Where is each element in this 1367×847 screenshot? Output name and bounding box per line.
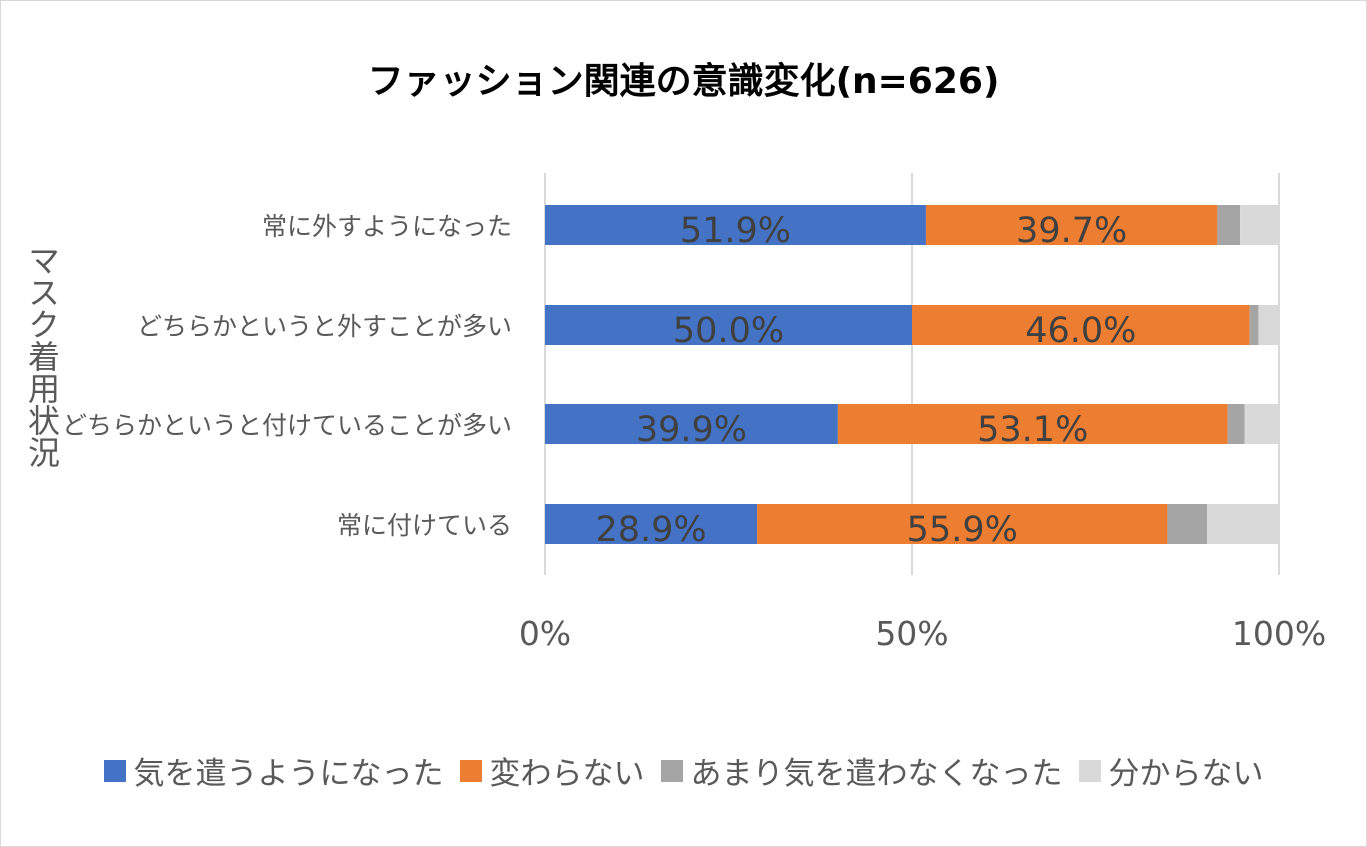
chart-title: ファッション関連の意識変化(n=626) — [367, 61, 1000, 102]
data-label: 39.7% — [1016, 211, 1127, 251]
bar-segment — [1244, 404, 1279, 444]
bar-segment — [1258, 305, 1279, 345]
bar-segment — [925, 205, 1218, 245]
category-label: 常に外すようになった — [262, 212, 512, 241]
legend-swatch — [660, 759, 683, 782]
bar-segment — [545, 305, 912, 345]
legend-label: 変わらない — [489, 756, 645, 792]
bar-segment — [545, 504, 758, 544]
bar-segment — [1240, 205, 1279, 245]
category-label: どちらかというと付けていることが多い — [62, 411, 512, 440]
x-tick-label: 0% — [519, 614, 571, 653]
legend-swatch — [103, 759, 126, 782]
data-label: 51.9% — [680, 211, 791, 251]
data-label: 50.0% — [673, 311, 784, 351]
bar-segment — [1217, 205, 1241, 245]
x-tick-label: 100% — [1232, 614, 1326, 653]
category-label: 常に付けている — [337, 511, 512, 540]
bar-segment — [545, 404, 838, 444]
legend-item: あまり気を遣わなくなった — [660, 748, 1063, 793]
bar-segment — [1207, 504, 1279, 544]
legend-swatch — [459, 759, 482, 782]
data-label: 39.9% — [636, 410, 747, 450]
y-axis-label: マスク着用状況 — [23, 244, 61, 468]
data-label: 55.9% — [907, 510, 1018, 550]
legend-label: 分からない — [1108, 756, 1264, 792]
bar-segment — [1227, 404, 1245, 444]
bar-segment — [1167, 504, 1208, 544]
bar-segment — [837, 404, 1228, 444]
bar-segment — [1249, 305, 1259, 345]
bar-segment — [757, 504, 1168, 544]
legend-label: 気を遣うようになった — [133, 756, 444, 792]
bar-segment — [545, 205, 926, 245]
bar-segment — [912, 305, 1250, 345]
x-tick-label: 50% — [875, 614, 948, 653]
category-label: どちらかというと外すことが多い — [137, 312, 512, 341]
data-label: 46.0% — [1025, 311, 1136, 351]
legend-swatch — [1078, 759, 1101, 782]
legend-item: 気を遣うようになった — [103, 748, 444, 793]
data-label: 53.1% — [977, 410, 1088, 450]
legend-label: あまり気を遣わなくなった — [690, 756, 1063, 792]
legend-item: 変わらない — [459, 748, 645, 793]
legend-item: 分からない — [1078, 748, 1264, 793]
data-label: 28.9% — [595, 510, 706, 550]
legend: 気を遣うようになった 変わらない あまり気を遣わなくなった 分からない — [0, 748, 1367, 793]
